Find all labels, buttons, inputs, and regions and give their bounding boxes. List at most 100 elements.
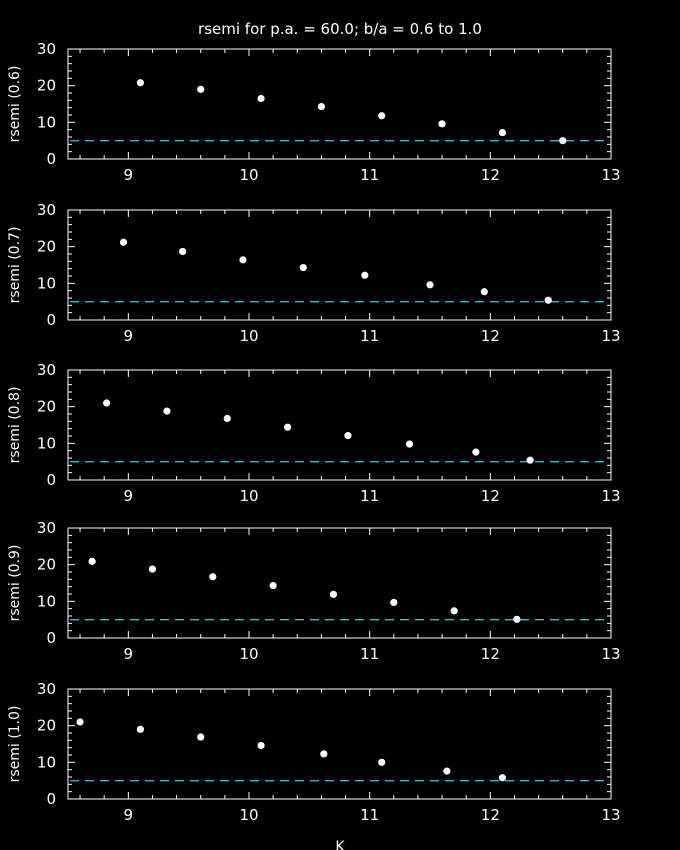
y-tick-label: 0 bbox=[46, 150, 56, 168]
x-tick-label: 10 bbox=[239, 806, 258, 824]
data-point bbox=[103, 399, 111, 407]
y-tick-label: 10 bbox=[37, 434, 56, 452]
data-point bbox=[329, 590, 338, 598]
data-point bbox=[119, 238, 128, 246]
data-point bbox=[513, 615, 521, 623]
x-tick-label: 10 bbox=[239, 166, 258, 184]
x-tick-label: 9 bbox=[124, 166, 134, 184]
y-tick-label: 20 bbox=[37, 398, 56, 416]
x-tick-label: 12 bbox=[481, 327, 500, 345]
data-point bbox=[223, 414, 231, 422]
plot-frame bbox=[67, 527, 612, 639]
y-tick-label: 30 bbox=[37, 680, 56, 698]
y-tick-label: 0 bbox=[46, 311, 56, 329]
x-tick-label: 9 bbox=[124, 806, 134, 824]
x-tick-label: 10 bbox=[239, 327, 258, 345]
chart-title: rsemi for p.a. = 60.0; b/a = 0.6 to 1.0 bbox=[198, 20, 482, 38]
y-tick-label: 10 bbox=[37, 592, 56, 610]
x-tick-label: 11 bbox=[360, 166, 379, 184]
data-point bbox=[163, 407, 171, 415]
data-point bbox=[361, 271, 369, 279]
x-tick-label: 11 bbox=[360, 806, 379, 824]
x-tick-label: 13 bbox=[601, 487, 620, 505]
x-axis-label: K bbox=[335, 839, 345, 850]
y-tick-label: 20 bbox=[37, 238, 56, 256]
plot-frame bbox=[67, 48, 612, 160]
data-point bbox=[197, 85, 205, 93]
data-point bbox=[209, 573, 217, 581]
y-tick-label: 0 bbox=[46, 629, 56, 647]
data-point bbox=[76, 718, 84, 726]
y-tick-label: 20 bbox=[37, 556, 56, 574]
x-tick-label: 12 bbox=[481, 645, 500, 663]
data-point bbox=[498, 774, 506, 782]
data-point bbox=[239, 256, 247, 264]
panel-3: 9 10 11 12 13 0 10 20 30 rsemi (0.8) bbox=[7, 361, 621, 505]
y-tick-label: 30 bbox=[37, 519, 56, 537]
x-tick-label: 13 bbox=[601, 645, 620, 663]
x-tick-label: 13 bbox=[601, 327, 620, 345]
y-tick-label: 0 bbox=[46, 790, 56, 808]
panel-2: 9 10 11 12 13 0 10 20 30 rsemi (0.7) bbox=[7, 201, 621, 345]
x-tick-label: 9 bbox=[124, 327, 134, 345]
y-axis-label: rsemi (1.0) bbox=[7, 706, 23, 783]
plot-frame bbox=[67, 369, 612, 481]
panel-1: 9 10 11 12 13 0 10 20 30 rsemi (0.6) bbox=[7, 40, 621, 184]
data-point bbox=[257, 741, 265, 750]
data-point bbox=[526, 456, 534, 464]
data-point bbox=[438, 120, 446, 128]
y-tick-label: 20 bbox=[37, 77, 56, 95]
y-tick-label: 30 bbox=[37, 201, 56, 219]
y-tick-label: 10 bbox=[37, 274, 56, 292]
x-tick-label: 12 bbox=[481, 806, 500, 824]
panels: 9 10 11 12 13 0 10 20 30 rsemi (0.6) 9 10 11 12 13 0 10 2… bbox=[7, 40, 621, 824]
y-tick-label: 30 bbox=[37, 361, 56, 379]
data-point bbox=[559, 137, 567, 145]
data-point bbox=[544, 296, 552, 304]
data-point bbox=[197, 733, 205, 741]
data-point bbox=[257, 94, 265, 103]
x-tick-label: 13 bbox=[601, 806, 620, 824]
data-point bbox=[317, 102, 325, 111]
y-tick-label: 20 bbox=[37, 717, 56, 735]
data-point bbox=[344, 432, 352, 440]
y-tick-label: 0 bbox=[46, 471, 56, 489]
data-point bbox=[405, 440, 414, 448]
x-tick-label: 11 bbox=[360, 645, 379, 663]
panel-4: 9 10 11 12 13 0 10 20 30 rsemi (0.9) bbox=[7, 519, 621, 663]
x-tick-label: 9 bbox=[124, 487, 134, 505]
x-tick-label: 10 bbox=[239, 487, 258, 505]
panel-5: 9 10 11 12 13 0 10 20 30 rsemi (1.0) bbox=[7, 680, 621, 824]
x-tick-label: 11 bbox=[360, 327, 379, 345]
data-point bbox=[443, 767, 451, 775]
x-tick-label: 11 bbox=[360, 487, 379, 505]
x-tick-label: 12 bbox=[481, 487, 500, 505]
y-tick-label: 10 bbox=[37, 753, 56, 771]
data-point bbox=[148, 565, 157, 573]
data-point bbox=[136, 79, 144, 87]
x-tick-label: 10 bbox=[239, 645, 258, 663]
y-tick-label: 30 bbox=[37, 40, 56, 58]
data-point bbox=[450, 607, 458, 615]
y-axis-label: rsemi (0.6) bbox=[7, 66, 23, 143]
data-point bbox=[426, 281, 434, 289]
x-tick-label: 12 bbox=[481, 166, 500, 184]
data-point bbox=[378, 758, 386, 766]
y-axis-label: rsemi (0.7) bbox=[7, 227, 23, 304]
data-point bbox=[480, 288, 488, 296]
data-point bbox=[284, 423, 292, 431]
data-point bbox=[320, 750, 328, 758]
y-axis-label: rsemi (0.8) bbox=[7, 387, 23, 464]
data-point bbox=[88, 557, 96, 565]
y-axis-label: rsemi (0.9) bbox=[7, 545, 23, 622]
data-point bbox=[378, 112, 386, 120]
data-point bbox=[472, 448, 480, 456]
data-point bbox=[498, 129, 506, 137]
data-point bbox=[299, 263, 307, 272]
y-tick-label: 10 bbox=[37, 113, 56, 131]
x-tick-label: 13 bbox=[601, 166, 620, 184]
data-point bbox=[269, 581, 277, 590]
data-point bbox=[136, 725, 144, 733]
